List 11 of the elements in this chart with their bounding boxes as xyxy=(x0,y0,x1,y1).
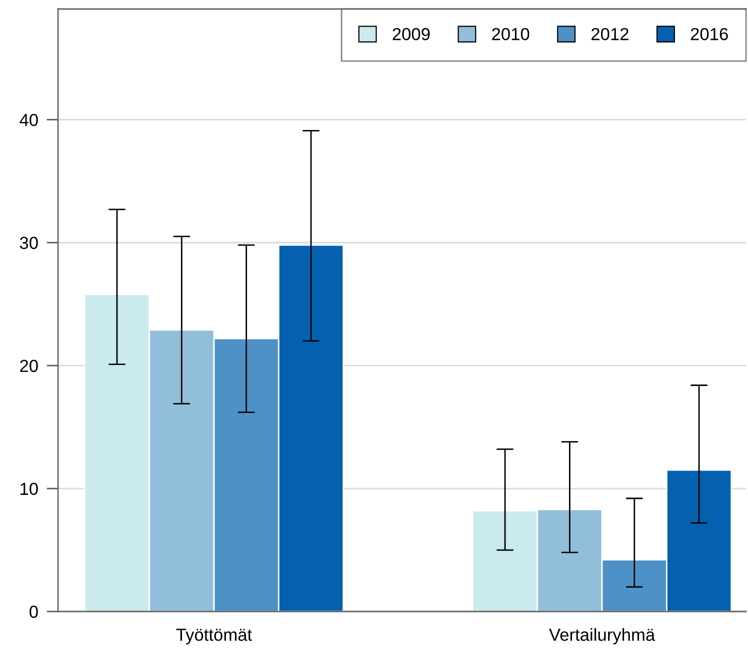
x-tick-label: Vertailuryhmä xyxy=(549,628,656,644)
y-tick-label: 20 xyxy=(20,360,38,372)
y-tick-label: 0 xyxy=(30,606,38,618)
y-tick-label: 10 xyxy=(20,482,38,495)
legend-label: 2009 xyxy=(392,28,430,40)
y-tick-label: 40 xyxy=(20,114,38,126)
legend-label: 2010 xyxy=(492,28,530,40)
legend-label: 2012 xyxy=(592,28,628,40)
legend-label: 2016 xyxy=(690,28,728,40)
y-tick-label: 30 xyxy=(20,236,38,250)
x-tick-label: Työttömät xyxy=(176,628,252,644)
